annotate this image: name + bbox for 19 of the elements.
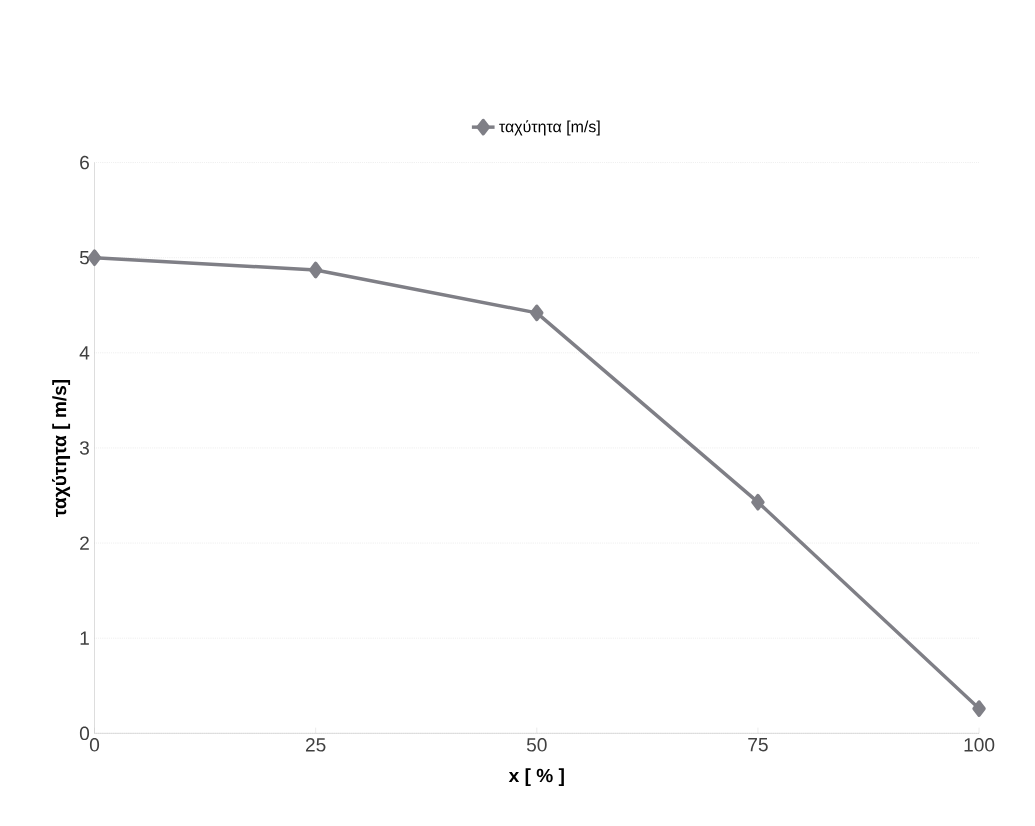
x-tick-label: 75	[748, 738, 768, 752]
x-tick-label: 50	[526, 738, 547, 752]
x-tick-label: 100	[964, 738, 995, 752]
y-tick-label: 1	[80, 631, 89, 645]
y-tick-label: 2	[80, 536, 89, 550]
legend-label: ταχύτητα [m/s]	[499, 120, 600, 136]
y-tick-label: 6	[80, 155, 89, 170]
y-axis-title: ταχύτητα [ m/s]	[51, 379, 71, 517]
x-tick-label: 25	[305, 738, 326, 752]
point	[530, 304, 544, 322]
y-tick-label: 0	[79, 726, 90, 741]
y-tick-label: 5	[79, 251, 90, 265]
point	[751, 493, 765, 511]
y-tick-label: 3	[79, 441, 89, 455]
point	[972, 700, 986, 717]
point	[308, 261, 323, 279]
y-tick-label: 4	[79, 346, 90, 360]
x-axis-title: x [ % ]	[508, 768, 564, 787]
x-tick-label: 0	[89, 738, 100, 752]
